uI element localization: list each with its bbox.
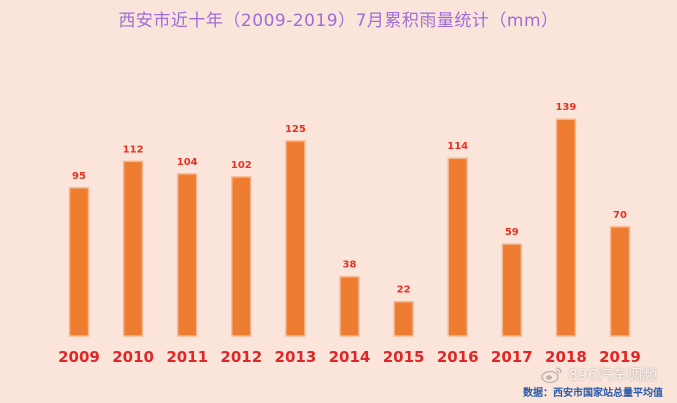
year-label-2014: 2014 (329, 348, 371, 366)
value-label-2018: 139 (555, 102, 576, 113)
value-label-2014: 38 (343, 260, 357, 271)
value-label-2017: 59 (505, 227, 519, 238)
value-label-2010: 112 (123, 144, 144, 155)
value-label-2013: 125 (285, 124, 306, 135)
value-labels-layer: 95 112 104 102 125 38 22 114 59 139 70 (72, 102, 627, 296)
bar-2015 (393, 300, 414, 337)
value-label-2019: 70 (613, 210, 627, 221)
bar-2014 (339, 275, 360, 337)
chart-title: 西安市近十年（2009-2019）7月累积雨量统计（mm） (118, 11, 559, 31)
bar-2017 (501, 243, 523, 337)
bar-2018 (555, 118, 577, 337)
year-label-2009: 2009 (58, 348, 100, 366)
weibo-icon (541, 366, 563, 383)
value-label-2012: 102 (231, 160, 252, 171)
value-label-2016: 114 (447, 141, 468, 152)
value-label-2011: 104 (177, 157, 198, 168)
bar-2016 (447, 157, 468, 337)
year-label-2015: 2015 (383, 348, 425, 366)
bar-2013 (285, 140, 306, 337)
watermark-text: 896汽车调频 (568, 366, 657, 384)
source-note: 数据：西安市国家站总量平均值 (523, 388, 663, 399)
bars-layer (68, 118, 631, 337)
year-label-2010: 2010 (112, 348, 154, 366)
bar-2010 (122, 160, 144, 337)
year-label-2018: 2018 (545, 348, 587, 366)
value-label-2009: 95 (72, 171, 86, 182)
bar-2011 (176, 173, 198, 337)
value-label-2015: 22 (397, 285, 411, 296)
bar-2009 (68, 187, 90, 337)
year-label-2012: 2012 (220, 348, 262, 366)
year-label-2011: 2011 (166, 348, 208, 366)
bar-2019 (609, 226, 631, 337)
year-label-2017: 2017 (491, 348, 533, 366)
category-labels-layer: 2009 2010 2011 2012 2013 2014 2015 2016 2017 2018… (58, 348, 641, 366)
watermark: 896汽车调频 (541, 364, 657, 385)
bar-2012 (231, 176, 252, 337)
year-label-2013: 2013 (275, 348, 317, 366)
year-label-2019: 2019 (599, 348, 641, 366)
year-label-2016: 2016 (437, 348, 479, 366)
